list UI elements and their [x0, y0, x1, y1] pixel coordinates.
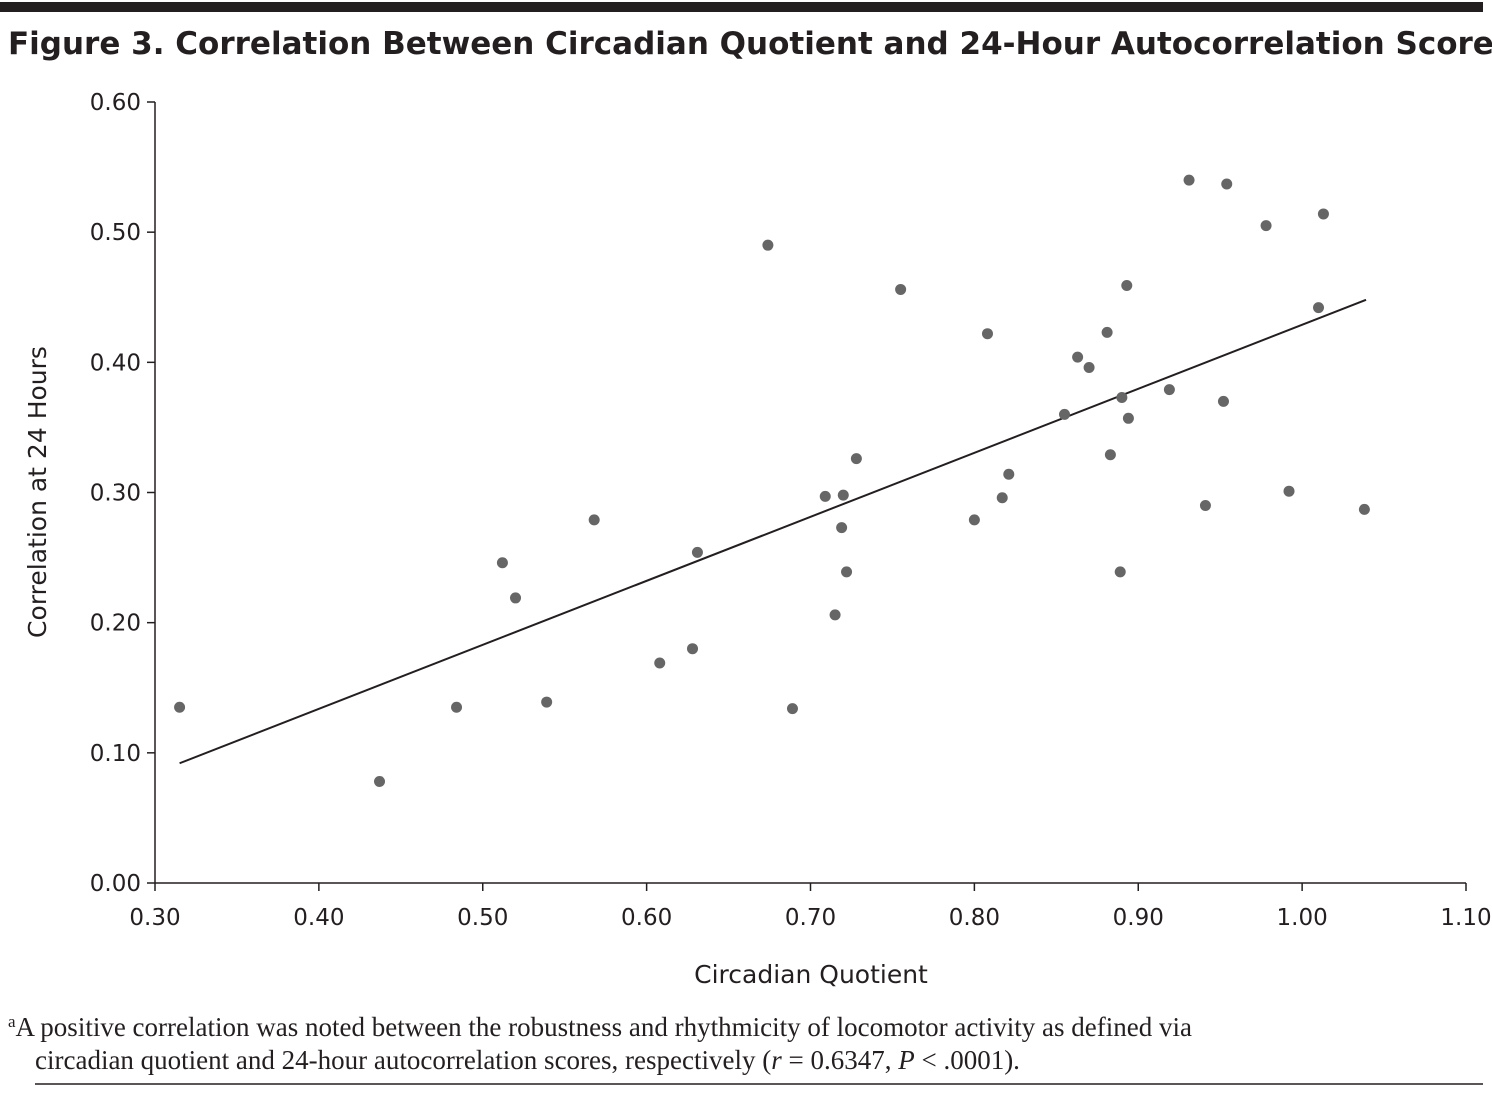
footnote-text: circadian quotient and 24-hour autocorre…: [35, 1045, 771, 1075]
point: [841, 566, 853, 578]
x-tick-label: 0.40: [293, 905, 344, 931]
point: [829, 609, 841, 621]
y-tick-label: 0.20: [90, 611, 141, 637]
point: [1163, 384, 1175, 396]
point: [1059, 408, 1071, 420]
point: [541, 696, 553, 708]
point: [1283, 485, 1295, 497]
y-tick-label: 0.10: [90, 741, 141, 767]
footnote-text: P: [897, 1045, 915, 1075]
point: [174, 701, 186, 713]
point: [1221, 178, 1233, 190]
footnote-line: circadian quotient and 24-hour autocorre…: [35, 1045, 1020, 1075]
point: [588, 514, 600, 526]
y-tick-label: 0.30: [90, 481, 141, 507]
point: [374, 775, 386, 787]
point: [691, 546, 703, 558]
y-tick-label: 0.60: [90, 90, 141, 116]
point: [1072, 351, 1084, 363]
footnote-text: < .0001).: [915, 1045, 1020, 1075]
y-axis-title: Correlation at 24 Hours: [23, 346, 52, 638]
top-rule: [0, 2, 1483, 12]
point: [837, 489, 849, 501]
chart-title: Figure 3. Correlation Between Circadian …: [8, 25, 1492, 62]
point: [895, 283, 907, 295]
title-text: Figure 3. Correlation Between Circadian …: [8, 26, 1492, 62]
x-axis-title: Circadian Quotient: [694, 960, 928, 989]
point: [1121, 280, 1133, 292]
x-tick-label: 0.60: [621, 905, 672, 931]
point: [1114, 566, 1126, 578]
point: [1199, 500, 1211, 512]
point: [496, 557, 508, 569]
point: [762, 239, 774, 251]
point: [981, 328, 993, 340]
x-tick-label: 0.30: [129, 905, 180, 931]
point: [451, 701, 463, 713]
footnote-text: r: [771, 1045, 782, 1075]
y-tick-label: 0.50: [90, 220, 141, 246]
point: [1122, 412, 1134, 424]
y-tick-label: 0.40: [90, 350, 141, 376]
point: [1003, 468, 1015, 480]
footnote-line: aA positive correlation was noted betwee…: [8, 1012, 1192, 1042]
point: [786, 703, 798, 715]
point: [654, 657, 666, 669]
y-tick-label: 0.00: [90, 871, 141, 897]
point: [1101, 326, 1113, 338]
footnote-text: A positive correlation was noted between…: [16, 1012, 1192, 1042]
point: [1217, 395, 1229, 407]
point: [1183, 174, 1195, 186]
footnote-marker: a: [8, 1012, 16, 1031]
point: [1260, 220, 1272, 232]
point: [819, 490, 831, 502]
point: [996, 492, 1008, 504]
point: [510, 592, 522, 604]
x-tick-label: 0.50: [457, 905, 508, 931]
point: [1317, 208, 1329, 220]
point: [1313, 302, 1325, 314]
point: [850, 453, 862, 465]
x-tick-label: 0.80: [949, 905, 1000, 931]
point: [1358, 503, 1370, 515]
x-tick-label: 0.90: [1113, 905, 1164, 931]
point: [687, 643, 699, 655]
trend-line: [179, 298, 1367, 765]
footnote-text: = 0.6347,: [782, 1045, 898, 1075]
point: [968, 514, 980, 526]
point: [1104, 449, 1116, 461]
point: [836, 522, 848, 534]
x-tick-label: 1.10: [1440, 905, 1491, 931]
point: [1083, 362, 1095, 374]
point: [1116, 391, 1128, 403]
x-tick-label: 0.70: [785, 905, 836, 931]
x-tick-label: 1.00: [1277, 905, 1328, 931]
